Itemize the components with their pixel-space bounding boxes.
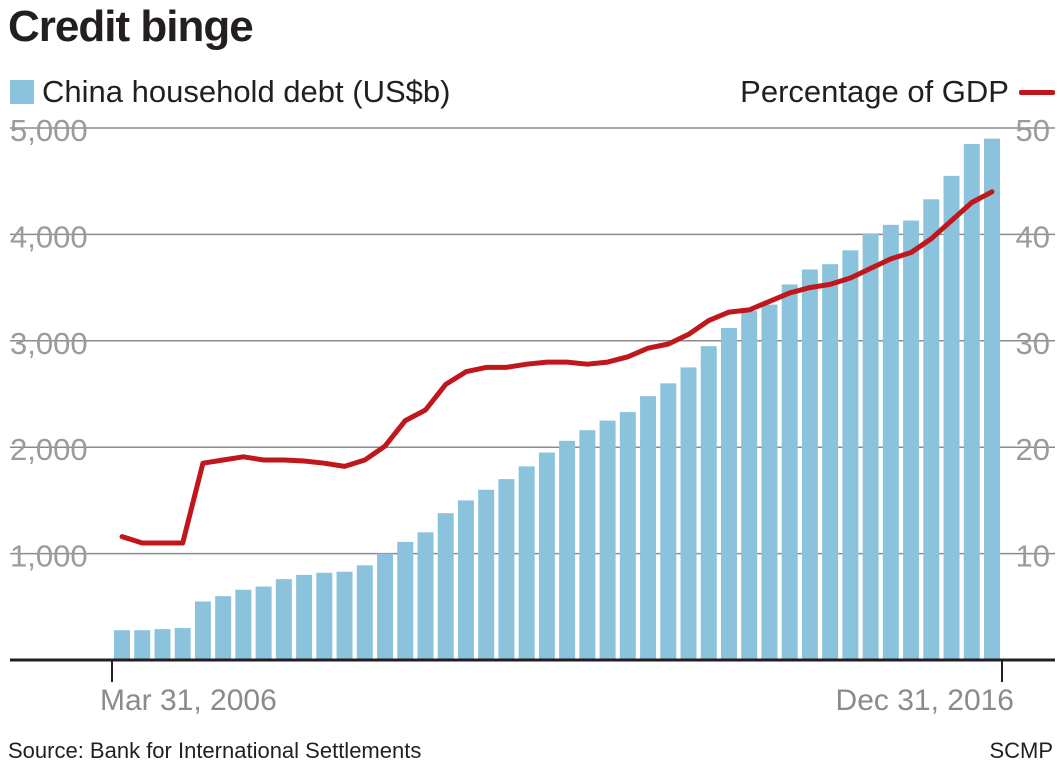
bar [356,565,373,660]
bar [255,586,272,660]
bar [275,579,292,660]
y-right-tick-label: 40 [1016,219,1050,254]
bar [984,138,1000,660]
bar [640,396,657,660]
bar [538,452,555,660]
tick-labels: 1,000 2,000 3,000 4,000 5,000 10 20 30 40 50 Mar 3… [10,113,1050,717]
bar-series [114,138,1000,661]
bar [417,532,434,660]
bar [963,143,980,660]
gdp-percentage-line [119,189,995,546]
legend-bar-swatch [10,80,34,104]
bar [660,383,677,660]
chart-title: Credit binge [8,2,254,51]
bar [134,630,151,660]
bar [700,346,717,660]
legend-line: Percentage of GDP [740,74,1055,110]
y-left-tick-label: 1,000 [10,539,88,574]
bar [478,489,495,660]
bar [498,479,515,660]
bar [316,572,333,660]
y-right-tick-label: 30 [1016,326,1050,361]
y-left-tick-label: 5,000 [10,113,88,148]
axes [10,658,1055,682]
y-right-tick-label: 20 [1016,432,1050,467]
y-right-tick-label: 10 [1016,539,1050,574]
line-series [119,189,995,546]
bar [862,233,879,660]
bar [943,175,960,660]
bar [741,311,758,660]
bar [903,220,920,660]
bar [154,629,171,660]
x-tick-label-end: Dec 31, 2016 [836,684,1014,717]
bar [114,630,130,660]
bar [437,513,454,660]
bar [680,367,697,660]
bar [559,440,576,660]
bar [215,596,232,660]
bar [518,466,535,660]
bar [174,628,191,660]
bar [720,328,737,660]
legend-bars-label: China household debt (US$b) [42,74,451,109]
bar [377,553,394,660]
bar [457,500,474,660]
bar [761,304,778,660]
bar [336,571,353,660]
bar [781,284,798,660]
bar [235,589,252,660]
legend-bars: China household debt (US$b) [10,74,450,110]
legend-line-swatch [1019,89,1055,95]
bar [194,601,211,660]
legend-line-label: Percentage of GDP [740,74,1009,109]
bar [801,269,818,660]
credit-note: SCMP [989,738,1053,763]
bar [599,420,616,660]
bar [923,199,940,660]
bar [397,541,414,660]
bar [579,430,596,660]
y-left-tick-label: 2,000 [10,432,88,467]
source-note: Source: Bank for International Settlemen… [8,738,422,763]
y-left-tick-label: 3,000 [10,326,88,361]
bar [619,412,636,660]
bar [296,574,313,660]
y-left-tick-label: 4,000 [10,219,88,254]
y-right-tick-label: 50 [1016,113,1050,148]
bar [842,250,859,661]
x-tick-label-start: Mar 31, 2006 [100,684,277,717]
bar [882,224,899,660]
bar [822,264,839,660]
